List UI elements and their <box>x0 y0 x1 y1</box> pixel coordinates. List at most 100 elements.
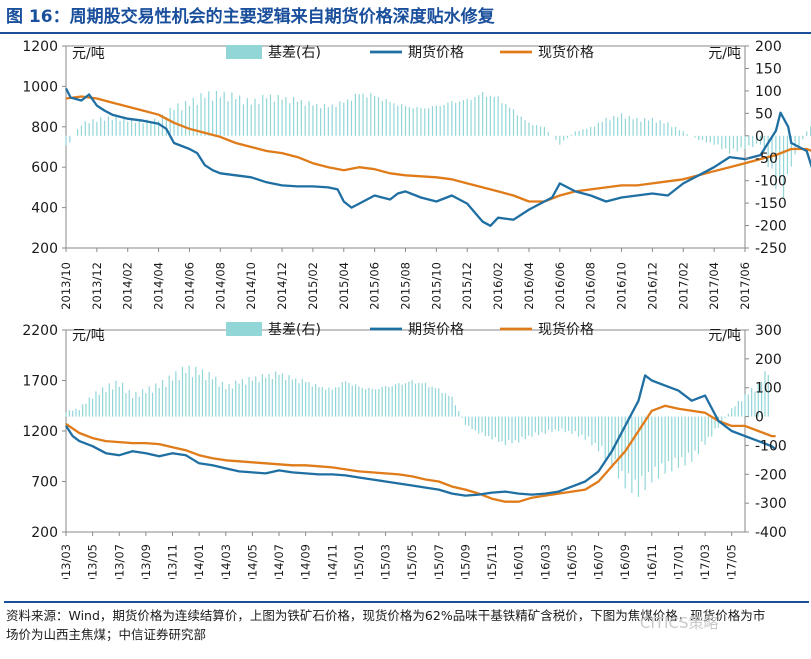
y-left-tick-label: 1000 <box>22 79 58 95</box>
legend-basis-swatch <box>226 45 262 59</box>
x-tick-label: 2017/05 <box>725 544 739 579</box>
y-right-tick-label: 0 <box>755 410 764 426</box>
x-tick-label: 2015/09 <box>458 544 472 579</box>
x-tick-label: 2016/07 <box>592 544 606 579</box>
y-right-tick-label: 100 <box>755 84 782 100</box>
x-tick-label: 2013/05 <box>86 544 100 579</box>
spot-price-line <box>65 404 776 503</box>
x-tick-label: 2014/08 <box>213 262 227 310</box>
x-tick-label: 2013/09 <box>139 544 153 579</box>
x-tick-label: 2014/05 <box>245 544 259 579</box>
y-right-tick-label: -200 <box>755 467 787 483</box>
x-tick-label: 2015/05 <box>405 544 419 579</box>
y-right-tick-label: -100 <box>755 438 787 454</box>
y-right-tick-label: -200 <box>755 219 787 235</box>
y-right-tick-label: 300 <box>755 323 782 339</box>
x-tick-label: 2014/12 <box>275 262 289 310</box>
right-unit-label: 元/吨 <box>708 46 741 62</box>
y-left-tick-label: 600 <box>31 160 58 176</box>
x-tick-label: 2016/06 <box>553 262 567 310</box>
y-right-tick-label: 0 <box>755 129 764 145</box>
y-right-tick-label: -400 <box>755 525 787 541</box>
plot-frame <box>65 329 746 533</box>
y-right-tick-label: -100 <box>755 174 787 190</box>
x-tick-label: 2013/12 <box>90 262 104 310</box>
x-tick-label: 2013/07 <box>112 544 126 579</box>
y-right-tick-label: -250 <box>755 241 787 257</box>
x-tick-label: 2015/01 <box>352 544 366 579</box>
x-tick-label: 2015/12 <box>460 262 474 310</box>
y-right-tick-label: 100 <box>755 381 782 397</box>
x-tick-label: 2017/06 <box>738 262 752 310</box>
left-unit-label: 元/吨 <box>72 328 105 344</box>
spot-price-line <box>65 95 811 203</box>
x-tick-label: 2014/10 <box>244 262 258 310</box>
legend-basis-label: 基差(右) <box>268 44 321 61</box>
x-tick-label: 2014/02 <box>121 262 135 310</box>
futures-price-line <box>64 87 811 227</box>
x-tick-label: 2014/07 <box>272 544 286 579</box>
x-tick-label: 2015/07 <box>432 544 446 579</box>
x-tick-label: 2017/04 <box>707 262 721 310</box>
x-tick-label: 2014/04 <box>152 262 166 310</box>
futures-price-line <box>65 374 777 497</box>
chart-coking-coal: 200 700 1200 1700 2200 -400 -300 -200 -100 0 100 20… <box>22 321 787 579</box>
x-tick-label: 2014/06 <box>182 262 196 310</box>
y-left-tick-label: 400 <box>31 201 58 217</box>
y-right-tick-label: 200 <box>755 39 782 55</box>
chart-iron-ore: 200 400 600 800 1000 1200 -250 -200 -150 -100 -50 0… <box>22 39 811 310</box>
x-tick-label: 2015/03 <box>379 544 393 579</box>
x-tick-label: 2016/11 <box>645 544 659 579</box>
legend-futures-label: 期货价格 <box>408 321 464 338</box>
x-tick-label: 2014/03 <box>219 544 233 579</box>
x-tick-label: 2013/11 <box>166 544 180 579</box>
y-left-tick-label: 1700 <box>22 374 58 390</box>
y-right-tick-label: -300 <box>755 496 787 512</box>
legend-futures-label: 期货价格 <box>408 44 464 61</box>
x-tick-label: 2017/01 <box>671 544 685 579</box>
y-right-tick-label: 150 <box>755 61 782 77</box>
plot-frame <box>65 45 746 249</box>
x-tick-label: 2015/11 <box>485 544 499 579</box>
figure-title: 图 16：周期股交易性机会的主要逻辑来自期货价格深度贴水修复 <box>0 0 811 34</box>
left-unit-label: 元/吨 <box>72 46 105 62</box>
x-tick-label: 2013/03 <box>59 544 73 579</box>
y-right-tick-label: 50 <box>755 106 773 122</box>
y-left-tick-label: 200 <box>31 241 58 257</box>
y-left-tick-label: 800 <box>31 120 58 136</box>
y-left-tick-label: 1200 <box>22 39 58 55</box>
y-right-tick-label: -50 <box>755 151 778 167</box>
x-tick-label: 2016/03 <box>538 544 552 579</box>
legend-spot-label: 现货价格 <box>538 321 594 338</box>
x-tick-label: 2015/10 <box>429 262 443 310</box>
footer-divider <box>4 601 809 605</box>
legend-spot-label: 现货价格 <box>538 44 594 61</box>
x-tick-label: 2016/01 <box>512 544 526 579</box>
right-unit-label: 元/吨 <box>708 328 741 344</box>
x-tick-label: 2016/09 <box>618 544 632 579</box>
y-right-tick-label: 200 <box>755 352 782 368</box>
x-tick-label: 2015/08 <box>399 262 413 310</box>
x-tick-label: 2014/11 <box>325 544 339 579</box>
legend-basis-label: 基差(右) <box>268 321 321 338</box>
x-tick-label: 2014/09 <box>299 544 313 579</box>
y-left-tick-label: 700 <box>31 475 58 491</box>
source-note: 资料来源：Wind，期货价格为连续结算价，上图为铁矿石价格，现货价格为62%品味… <box>6 608 766 642</box>
x-tick-label: 2013/10 <box>59 262 73 310</box>
x-tick-label: 2015/06 <box>368 262 382 310</box>
x-tick-label: 2017/02 <box>676 262 690 310</box>
x-tick-label: 2016/12 <box>645 262 659 310</box>
y-left-tick-label: 1200 <box>22 424 58 440</box>
x-tick-label: 2016/05 <box>565 544 579 579</box>
y-right-tick-label: -150 <box>755 196 787 212</box>
x-tick-label: 2016/08 <box>584 262 598 310</box>
x-tick-label: 2014/01 <box>192 544 206 579</box>
x-tick-label: 2017/03 <box>698 544 712 579</box>
y-left-tick-label: 2200 <box>22 323 58 339</box>
legend-basis-swatch <box>226 322 262 336</box>
x-tick-label: 2016/02 <box>491 262 505 310</box>
x-tick-label: 2016/04 <box>522 262 536 310</box>
x-tick-label: 2015/04 <box>337 262 351 310</box>
x-tick-label: 2016/10 <box>615 262 629 310</box>
x-tick-label: 2015/02 <box>306 262 320 310</box>
